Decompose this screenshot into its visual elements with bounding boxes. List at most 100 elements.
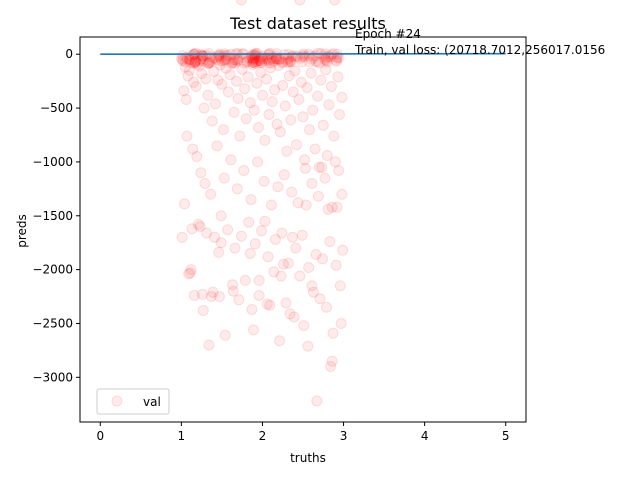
data-point (288, 232, 298, 242)
y-ticks: 0−500−1000−1500−2000−2500−3000 (32, 47, 80, 384)
data-point (279, 170, 289, 180)
legend-marker (112, 396, 122, 406)
data-point (239, 166, 249, 176)
data-point (307, 179, 317, 189)
data-point (214, 247, 224, 257)
data-point (297, 230, 307, 240)
y-tick-label: −500 (40, 101, 73, 115)
data-point (182, 131, 192, 141)
data-point (203, 90, 213, 100)
y-axis-label: preds (15, 214, 29, 248)
data-point (302, 83, 312, 93)
data-point (338, 245, 348, 255)
data-point (336, 319, 346, 329)
data-point (232, 184, 242, 194)
data-point (210, 99, 220, 109)
x-axis-label: truths (290, 451, 326, 465)
data-point (200, 179, 210, 189)
data-point (275, 336, 285, 346)
axes-frame (80, 37, 526, 422)
data-point (180, 199, 190, 209)
data-point (247, 305, 257, 315)
y-tick-label: −1500 (32, 209, 73, 223)
data-point (337, 189, 347, 199)
data-point (287, 187, 297, 197)
data-point (233, 93, 243, 103)
data-point (324, 100, 334, 110)
data-point (240, 275, 250, 285)
x-tick-label: 3 (340, 429, 348, 443)
y-tick-label: 0 (65, 47, 73, 61)
data-point (273, 182, 283, 192)
data-point (275, 127, 285, 137)
data-point (330, 0, 340, 5)
data-point (245, 249, 255, 259)
data-point (248, 60, 258, 70)
data-point (216, 238, 226, 248)
data-point (258, 90, 268, 100)
data-point (206, 292, 216, 302)
data-point (246, 195, 256, 205)
data-point (328, 328, 338, 338)
data-point (189, 291, 199, 301)
y-tick-label: −1000 (32, 155, 73, 169)
data-point (313, 191, 323, 201)
data-point (253, 157, 263, 167)
data-point (289, 312, 299, 322)
data-point (335, 110, 345, 120)
data-point (205, 57, 215, 67)
data-point (206, 189, 216, 199)
data-point (204, 340, 214, 350)
data-point (303, 341, 313, 351)
data-point (260, 216, 270, 226)
data-point (236, 0, 246, 5)
data-point (295, 271, 305, 281)
y-tick-label: −2500 (32, 316, 73, 330)
data-point (223, 225, 233, 235)
data-point (318, 254, 328, 264)
data-point (277, 228, 287, 238)
data-point (191, 82, 201, 92)
data-point (235, 131, 245, 141)
data-point (331, 260, 341, 270)
data-point (259, 176, 269, 186)
data-point (263, 252, 273, 262)
data-point (318, 120, 328, 130)
data-point (279, 259, 289, 269)
data-point (241, 114, 251, 124)
data-point (301, 200, 311, 210)
data-point (265, 300, 275, 310)
data-point (216, 211, 226, 221)
data-point (199, 103, 209, 113)
data-point (286, 115, 296, 125)
data-point (320, 173, 330, 183)
data-point (240, 84, 250, 94)
x-tick-label: 5 (502, 429, 510, 443)
data-point (290, 66, 300, 76)
data-point (298, 112, 308, 122)
data-point (244, 217, 254, 227)
epoch-annotation: Epoch #24 (355, 27, 421, 41)
x-ticks: 012345 (96, 422, 509, 443)
legend-label-val: val (143, 395, 161, 409)
data-point (335, 281, 345, 291)
data-point (232, 76, 242, 86)
data-point (276, 271, 286, 281)
data-point (313, 91, 323, 101)
data-point (212, 141, 222, 151)
data-point (326, 362, 336, 372)
x-tick-label: 2 (259, 429, 267, 443)
data-point (321, 65, 331, 75)
points-layer (176, 0, 347, 406)
data-point (310, 144, 320, 154)
data-point (325, 237, 335, 247)
data-point (220, 330, 230, 340)
y-tick-label: −3000 (32, 370, 73, 384)
data-point (294, 95, 304, 105)
data-point (300, 163, 310, 173)
data-point (316, 75, 326, 85)
data-point (317, 162, 327, 172)
data-point (299, 321, 309, 331)
